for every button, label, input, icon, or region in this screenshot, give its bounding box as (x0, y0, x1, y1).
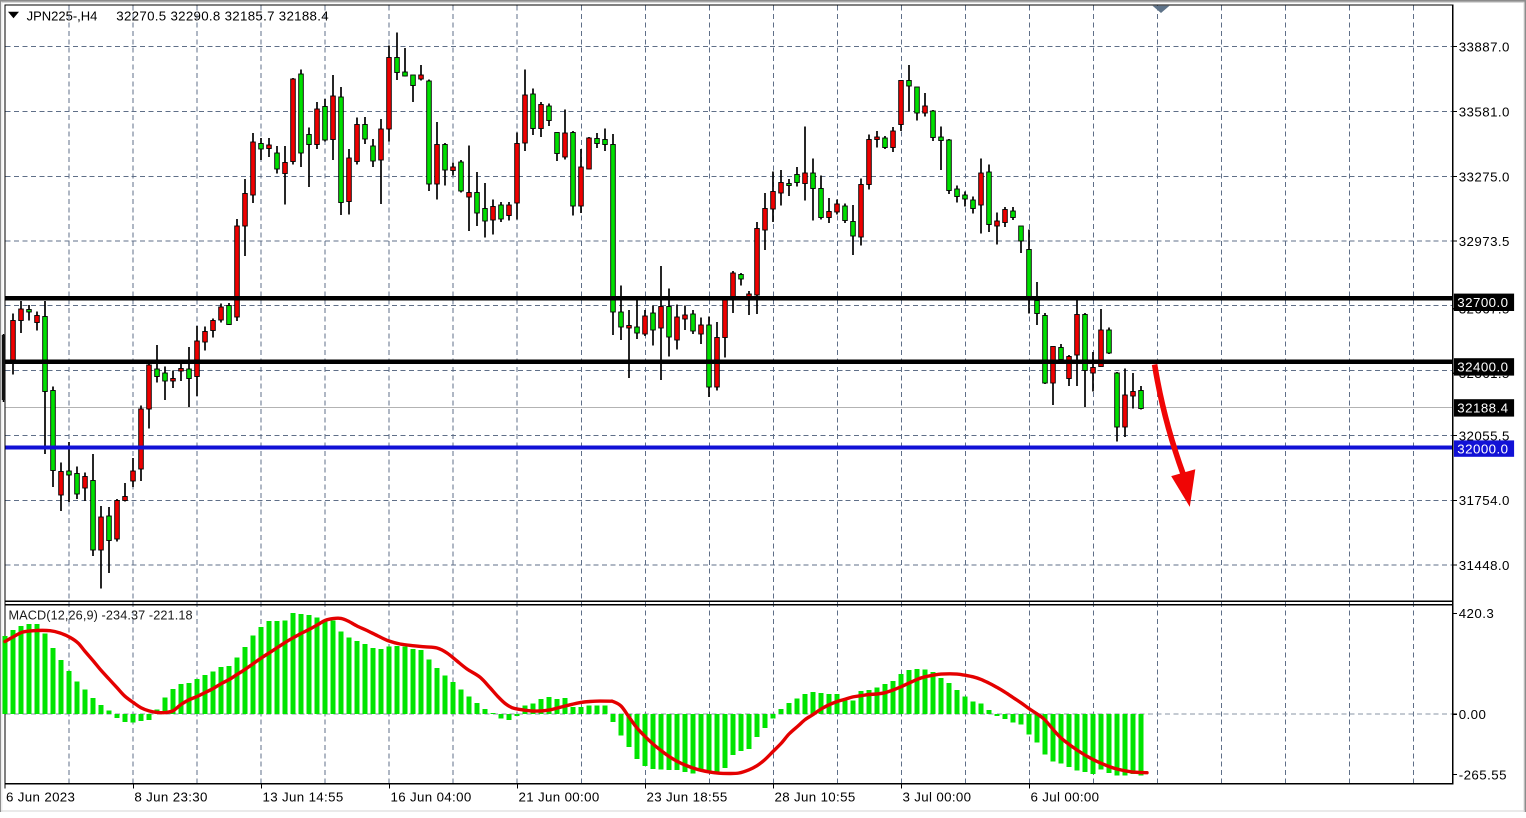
svg-text:MACD(12,26,9) -234.37 -221.18: MACD(12,26,9) -234.37 -221.18 (9, 609, 193, 623)
svg-text:32700.0: 32700.0 (1457, 295, 1508, 310)
svg-text:13 Jun 14:55: 13 Jun 14:55 (263, 790, 344, 805)
svg-text:21 Jun 00:00: 21 Jun 00:00 (519, 790, 600, 805)
svg-text:32188.4: 32188.4 (1457, 401, 1508, 416)
svg-text:3 Jul 00:00: 3 Jul 00:00 (903, 790, 972, 805)
svg-text:31448.0: 31448.0 (1459, 558, 1510, 573)
svg-text:JPN225-,H4: JPN225-,H4 (27, 9, 98, 24)
svg-text:33275.0: 33275.0 (1459, 169, 1510, 184)
svg-text:32055.5: 32055.5 (1459, 428, 1510, 443)
svg-text:32973.5: 32973.5 (1459, 234, 1510, 249)
svg-text:16 Jun 04:00: 16 Jun 04:00 (391, 790, 472, 805)
svg-text:33887.0: 33887.0 (1459, 39, 1510, 54)
svg-text:0.00: 0.00 (1459, 707, 1487, 722)
svg-text:6 Jun 2023: 6 Jun 2023 (6, 790, 75, 805)
svg-text:420.3: 420.3 (1459, 606, 1495, 621)
svg-text:32400.0: 32400.0 (1457, 360, 1508, 375)
svg-text:6 Jul 00:00: 6 Jul 00:00 (1031, 790, 1100, 805)
svg-text:33581.0: 33581.0 (1459, 104, 1510, 119)
svg-text:-265.55: -265.55 (1459, 767, 1507, 782)
svg-text:31754.0: 31754.0 (1459, 493, 1510, 508)
svg-text:32270.5 32290.8 32185.7 32188.: 32270.5 32290.8 32185.7 32188.4 (116, 9, 329, 24)
svg-text:23 Jun 18:55: 23 Jun 18:55 (647, 790, 728, 805)
svg-text:32000.0: 32000.0 (1457, 441, 1508, 456)
svg-text:8 Jun 23:30: 8 Jun 23:30 (134, 790, 207, 805)
svg-text:28 Jun 10:55: 28 Jun 10:55 (775, 790, 856, 805)
